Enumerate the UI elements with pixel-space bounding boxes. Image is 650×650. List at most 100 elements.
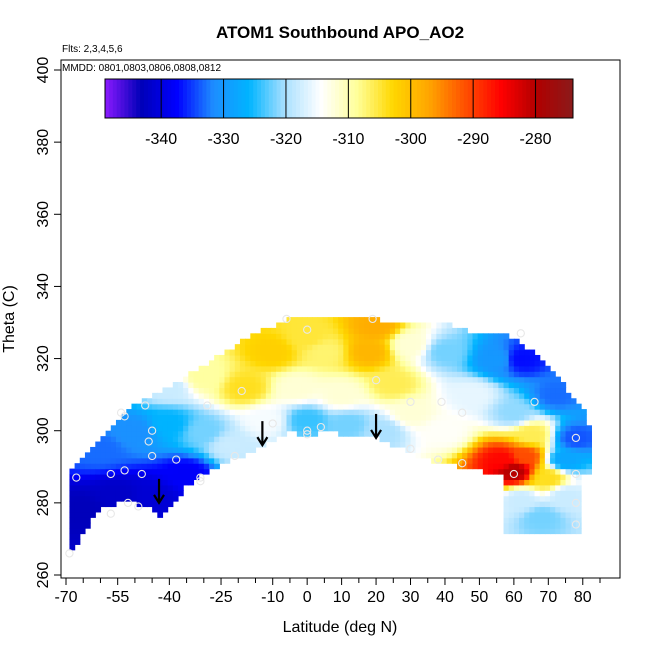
heatmap-cell [389, 322, 396, 329]
heatmap-cell [317, 349, 324, 356]
colorbar-segment [413, 79, 418, 118]
heatmap-cell [431, 322, 437, 329]
heatmap-cell [327, 398, 334, 405]
heatmap-cell [364, 360, 370, 367]
heatmap-cell [234, 452, 241, 459]
colorbar-segment [393, 79, 398, 118]
heatmap-cell [301, 322, 308, 329]
heatmap-cell [544, 430, 551, 437]
heatmap-cell [115, 479, 122, 486]
heatmap-cell [208, 457, 215, 464]
heatmap-cell [343, 376, 350, 383]
heatmap-cell [400, 430, 406, 437]
heatmap-cell [270, 376, 277, 383]
heatmap-cell [245, 376, 251, 383]
plot-frame [60, 59, 621, 579]
heatmap-cell [198, 403, 205, 410]
colorbar-segment [452, 79, 457, 118]
heatmap-cell [482, 365, 489, 372]
heatmap-cell [157, 441, 164, 448]
heatmap-cell [245, 371, 251, 378]
heatmap-cell [441, 322, 448, 329]
colorbar-segment [339, 79, 344, 118]
heatmap-cell [260, 338, 267, 345]
heatmap-cell [338, 425, 344, 432]
heatmap-cell [560, 484, 567, 491]
heatmap-cell [400, 419, 406, 426]
sample-point [237, 386, 246, 396]
heatmap-cell [255, 403, 262, 410]
heatmap-cell [426, 371, 432, 378]
heatmap-cell [281, 365, 288, 372]
heatmap-cell [364, 430, 370, 437]
sample-point [303, 430, 312, 439]
heatmap-cell [69, 528, 76, 535]
heatmap-cell [105, 452, 112, 459]
heatmap-cell [420, 430, 427, 437]
heatmap-cell [550, 484, 556, 491]
heatmap-cell [420, 436, 427, 443]
heatmap-cell [312, 419, 319, 426]
heatmap-cell [136, 446, 143, 453]
heatmap-cell [281, 354, 288, 361]
heatmap-cell [488, 468, 494, 475]
heatmap-cell [348, 354, 355, 361]
heatmap-cell [281, 382, 288, 389]
heatmap-cell [95, 506, 102, 513]
heatmap-cell [544, 441, 551, 448]
colorbar-tick-label: -300 [395, 131, 427, 148]
heatmap-cell [472, 446, 479, 453]
heatmap-cell [115, 490, 122, 497]
heatmap-cell [426, 441, 432, 448]
heatmap-cell [250, 392, 257, 399]
heatmap-cell [74, 463, 81, 470]
heatmap-cell [301, 376, 308, 383]
heatmap-cell [348, 338, 355, 345]
heatmap-cell [503, 403, 510, 410]
heatmap-cell [369, 360, 375, 367]
colorbar-segment [459, 79, 465, 118]
heatmap-cell [451, 392, 458, 399]
heatmap-cell [400, 327, 406, 334]
heatmap-cell [203, 409, 210, 416]
heatmap-cell [498, 360, 505, 367]
heatmap-cell [338, 354, 344, 361]
heatmap-cell [524, 511, 530, 518]
heatmap-cell [250, 376, 257, 383]
heatmap-cell [389, 387, 396, 394]
heatmap-cell [333, 338, 339, 345]
heatmap-cell [95, 446, 102, 453]
heatmap-cell [265, 414, 272, 421]
heatmap-cell [446, 338, 453, 345]
heatmap-cell [508, 425, 515, 432]
heatmap-cell [157, 425, 164, 432]
heatmap-cell [565, 495, 572, 502]
heatmap-cell [183, 463, 189, 470]
heatmap-cell [214, 382, 220, 389]
heatmap-cell [472, 371, 479, 378]
colorbar-segment [522, 79, 527, 118]
heatmap-cell [555, 430, 561, 437]
heatmap-cell [239, 344, 246, 351]
heatmap-cell [389, 409, 396, 416]
heatmap-cell [296, 392, 303, 399]
heatmap-cell [312, 382, 319, 389]
heatmap-cell [224, 436, 231, 443]
heatmap-cell [534, 474, 541, 481]
heatmap-cell [162, 409, 169, 416]
heatmap-cell [451, 382, 458, 389]
heatmap-cell [229, 419, 236, 426]
heatmap-cell [457, 371, 463, 378]
heatmap-cell [250, 398, 257, 405]
heatmap-cell [307, 414, 313, 421]
heatmap-cell [420, 452, 427, 459]
heatmap-cell [203, 468, 210, 475]
heatmap-cell [431, 338, 437, 345]
heatmap-cell [498, 419, 505, 426]
heatmap-cell [307, 409, 313, 416]
heatmap-cell [188, 457, 195, 464]
heatmap-cell [513, 511, 520, 518]
colorbar-segment [350, 79, 356, 118]
colorbar-segment [491, 79, 496, 118]
